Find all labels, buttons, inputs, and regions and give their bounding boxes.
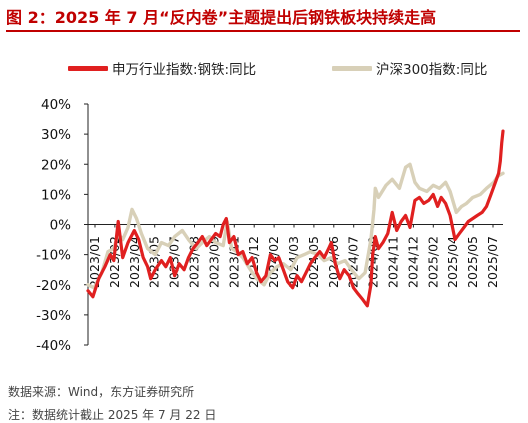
- series-line-csi300: [86, 162, 505, 290]
- date-note: 注：数据统计截止 2025 年 7 月 22 日: [8, 408, 217, 422]
- y-tick-label: 0%: [50, 218, 72, 234]
- y-tick-label: 10%: [41, 187, 71, 203]
- x-tick-label: 2025/02: [425, 236, 440, 288]
- y-tick-label: 40%: [41, 97, 71, 113]
- x-tick-label: 2023/09: [206, 236, 221, 288]
- series-line-steel: [86, 129, 505, 308]
- legend-item-csi300: 沪深300指数:同比: [332, 58, 487, 78]
- legend-item-steel: 申万行业指数:钢铁:同比: [68, 58, 256, 78]
- y-tick-label: -40%: [36, 338, 71, 354]
- chart-title: 图 2：2025 年 7 月“反内卷”主题提出后钢铁板块持续走高: [6, 8, 437, 27]
- y-tick-label: -10%: [36, 248, 71, 264]
- source-note: 数据来源：Wind，东方证券研究所: [8, 385, 195, 399]
- y-tick-label: -20%: [36, 278, 71, 294]
- legend-label-steel: 申万行业指数:钢铁:同比: [112, 62, 257, 78]
- x-tick-label: 2024/11: [386, 236, 401, 288]
- legend-swatch-steel: [68, 65, 108, 71]
- x-tick-label: 2023/01: [87, 236, 102, 288]
- x-tick-label: 2023/07: [167, 236, 182, 288]
- x-tick-label: 2025/04: [445, 236, 460, 288]
- y-tick-label: 30%: [41, 127, 71, 143]
- legend-swatch-csi300: [332, 65, 372, 71]
- x-tick-label: 2025/05: [465, 236, 480, 288]
- y-tick-label: -30%: [36, 308, 71, 324]
- x-tick-label: 2023/04: [127, 236, 142, 288]
- line-chart: 40% 30% 20% 10% 0% -10% -20% -30% -40% 2023/01 202…: [36, 97, 505, 354]
- y-tick-label: 20%: [41, 157, 71, 173]
- x-tick-label: 2025/07: [485, 236, 500, 288]
- x-tick-label: 2024/12: [405, 236, 420, 288]
- legend-label-csi300: 沪深300指数:同比: [376, 62, 488, 78]
- title-underline: [6, 30, 520, 32]
